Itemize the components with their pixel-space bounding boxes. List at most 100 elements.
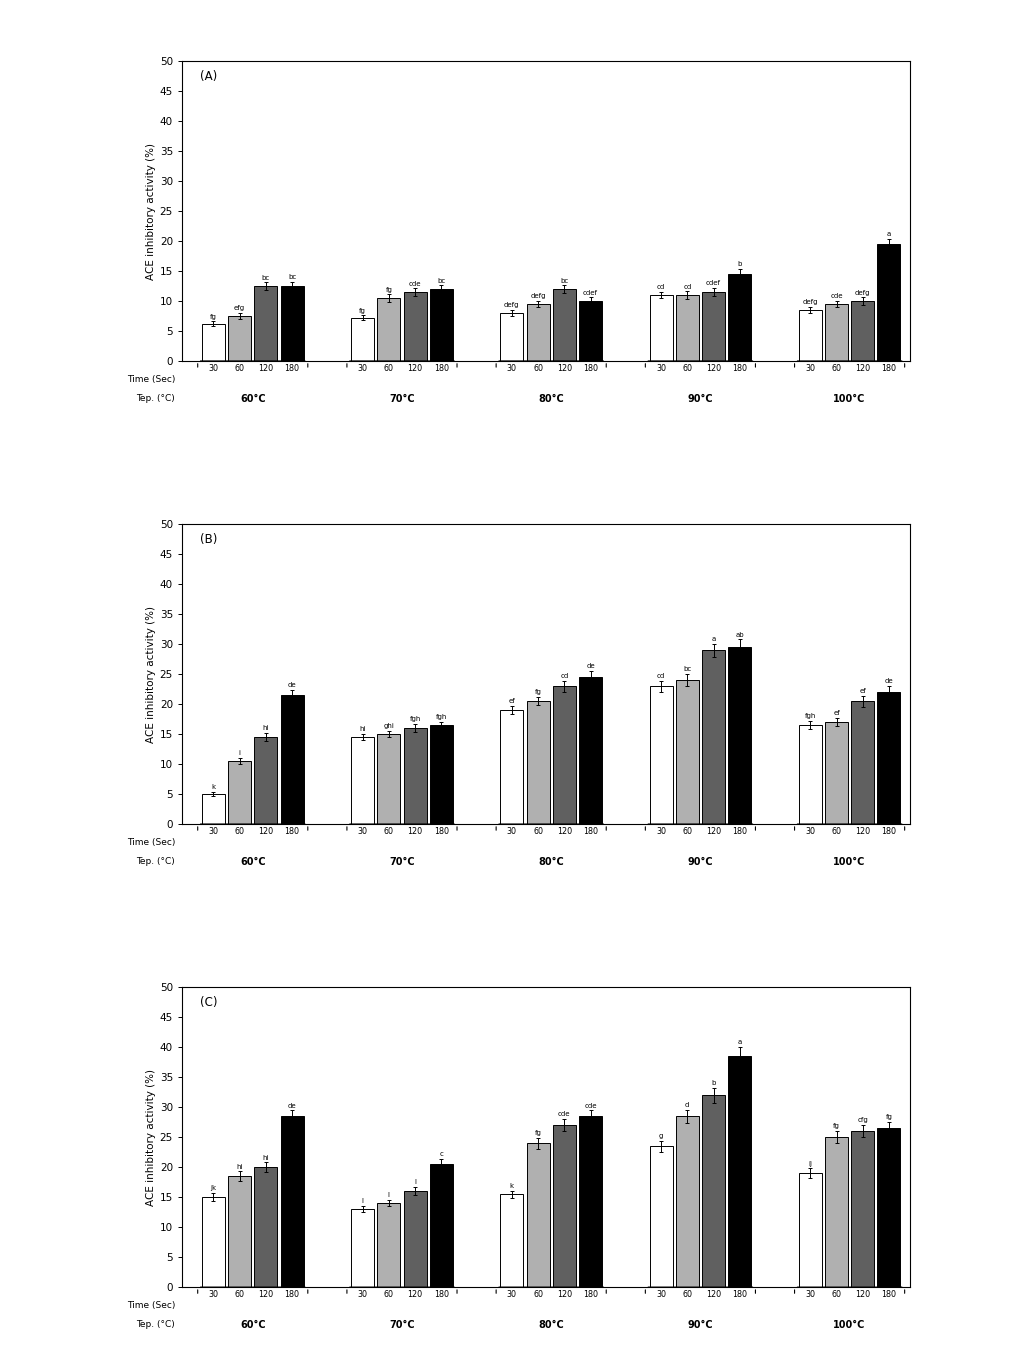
Text: ij: ij xyxy=(808,1160,812,1167)
Bar xyxy=(377,734,400,824)
Text: 60°C: 60°C xyxy=(240,1320,266,1331)
Text: cdef: cdef xyxy=(706,281,721,286)
Bar xyxy=(825,304,848,361)
Text: defg: defg xyxy=(531,293,546,300)
Bar xyxy=(351,1209,374,1287)
Bar xyxy=(527,701,550,824)
Bar xyxy=(500,710,524,824)
Text: jk: jk xyxy=(210,1185,216,1192)
Bar xyxy=(202,324,225,361)
Bar xyxy=(430,1165,453,1287)
Bar xyxy=(728,647,751,824)
Text: cdef: cdef xyxy=(583,290,598,296)
Text: ab: ab xyxy=(735,632,744,637)
Bar xyxy=(280,695,303,824)
Bar xyxy=(851,301,875,361)
Bar xyxy=(851,1132,875,1287)
Bar xyxy=(878,692,901,824)
Text: (C): (C) xyxy=(200,997,217,1009)
Bar xyxy=(702,291,725,361)
Text: 60°C: 60°C xyxy=(240,857,266,868)
Text: g: g xyxy=(659,1133,663,1139)
Text: Time (Sec): Time (Sec) xyxy=(126,1301,175,1310)
Text: 90°C: 90°C xyxy=(687,1320,713,1331)
Bar xyxy=(351,737,374,824)
Bar xyxy=(702,1095,725,1287)
Bar xyxy=(728,274,751,361)
Bar xyxy=(500,1194,524,1287)
Text: cd: cd xyxy=(657,673,665,680)
Text: bc: bc xyxy=(262,275,270,281)
Text: c: c xyxy=(440,1151,443,1158)
Bar xyxy=(255,286,277,361)
Bar xyxy=(728,1057,751,1287)
Text: 70°C: 70°C xyxy=(389,1320,415,1331)
Text: b: b xyxy=(712,1080,716,1086)
Text: cde: cde xyxy=(558,1111,570,1117)
Bar xyxy=(202,1197,225,1287)
Bar xyxy=(553,289,576,361)
Text: ghi: ghi xyxy=(383,723,394,729)
Y-axis label: ACE inhibitory activity (%): ACE inhibitory activity (%) xyxy=(146,606,156,742)
Bar xyxy=(202,794,225,824)
Text: 100°C: 100°C xyxy=(833,857,865,868)
Bar xyxy=(553,1125,576,1287)
Text: (A): (A) xyxy=(200,71,217,83)
Bar xyxy=(579,677,602,824)
Text: k: k xyxy=(211,785,215,790)
Text: fg: fg xyxy=(359,308,366,313)
Bar xyxy=(351,317,374,361)
Text: de: de xyxy=(288,682,296,688)
Text: fg: fg xyxy=(833,1124,840,1129)
Text: bc: bc xyxy=(560,278,568,283)
Text: defg: defg xyxy=(504,302,520,308)
Bar xyxy=(649,1147,672,1287)
Text: ef: ef xyxy=(833,710,840,716)
Text: fgh: fgh xyxy=(805,714,816,719)
Bar xyxy=(675,680,699,824)
Bar xyxy=(430,725,453,824)
Bar xyxy=(377,298,400,361)
Text: de: de xyxy=(586,663,594,669)
Text: defg: defg xyxy=(803,300,818,305)
Bar xyxy=(851,701,875,824)
Text: fg: fg xyxy=(886,1114,893,1121)
Bar xyxy=(799,311,822,361)
Text: Tep. (°C): Tep. (°C) xyxy=(136,1320,175,1329)
Text: hi: hi xyxy=(263,1155,269,1160)
Text: ef: ef xyxy=(859,688,866,695)
Bar xyxy=(255,1167,277,1287)
Text: 90°C: 90°C xyxy=(687,394,713,405)
Text: fgh: fgh xyxy=(436,714,447,719)
Bar xyxy=(527,304,550,361)
Text: cde: cde xyxy=(830,293,843,300)
Bar xyxy=(403,291,427,361)
Text: a: a xyxy=(712,636,716,642)
Text: cd: cd xyxy=(560,673,568,680)
Text: 60°C: 60°C xyxy=(240,394,266,405)
Text: cde: cde xyxy=(408,281,422,286)
Text: de: de xyxy=(288,1102,296,1109)
Bar xyxy=(702,650,725,824)
Bar xyxy=(280,286,303,361)
Text: fg: fg xyxy=(535,1130,542,1136)
Text: bc: bc xyxy=(437,278,446,283)
Text: hi: hi xyxy=(359,726,366,733)
Text: Tep. (°C): Tep. (°C) xyxy=(136,857,175,866)
Text: hi: hi xyxy=(237,1163,243,1170)
Bar xyxy=(377,1203,400,1287)
Text: (B): (B) xyxy=(200,534,217,546)
Text: fg: fg xyxy=(210,313,217,320)
Bar xyxy=(649,296,672,361)
Text: a: a xyxy=(738,1039,742,1045)
Text: de: de xyxy=(885,678,894,684)
Text: defg: defg xyxy=(855,290,870,296)
Bar xyxy=(675,1117,699,1287)
Text: efg: efg xyxy=(235,305,246,311)
Bar xyxy=(280,1117,303,1287)
Y-axis label: ACE inhibitory activity (%): ACE inhibitory activity (%) xyxy=(146,143,156,279)
Bar xyxy=(228,761,251,824)
Bar xyxy=(579,301,602,361)
Text: 80°C: 80°C xyxy=(538,857,564,868)
Bar xyxy=(430,289,453,361)
